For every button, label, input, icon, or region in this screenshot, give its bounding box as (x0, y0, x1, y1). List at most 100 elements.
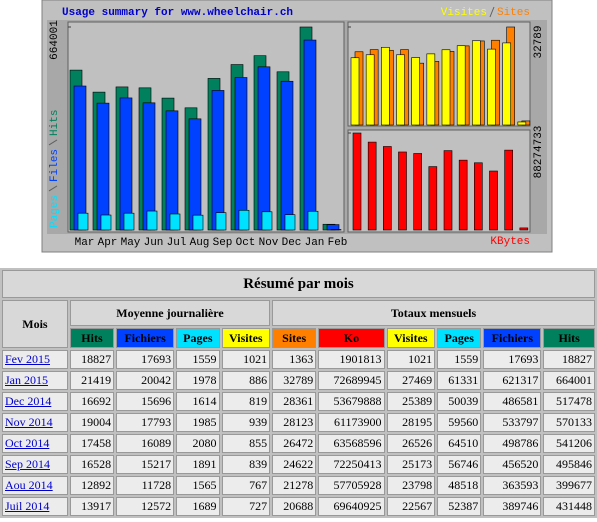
value-cell: 53679888 (318, 392, 385, 411)
x-tick-label: Feb (328, 237, 348, 249)
value-cell: 57705928 (318, 476, 385, 495)
value-cell: 28123 (272, 413, 317, 432)
value-cell: 456520 (483, 455, 542, 474)
title-row: Résumé par mois (2, 270, 595, 298)
value-cell: 25173 (386, 455, 436, 474)
group-header: Totaux mensuels (272, 300, 595, 326)
value-cell: 18827 (543, 350, 595, 369)
bar (413, 153, 422, 231)
month-cell: Oct 2014 (2, 434, 68, 453)
value-cell: 939 (221, 413, 271, 432)
month-link[interactable]: Oct 2014 (5, 436, 50, 450)
value-cell: 26526 (386, 434, 436, 453)
plot-area (67, 21, 345, 233)
value-cell: 69640925 (318, 497, 385, 516)
bar (146, 210, 158, 231)
bar (169, 213, 181, 231)
bar (261, 211, 273, 231)
bar (119, 97, 133, 231)
bar (441, 49, 451, 126)
bar (367, 141, 377, 231)
x-tick-label: Jun (144, 237, 164, 249)
month-link[interactable]: Juil 2014 (5, 499, 50, 513)
value-cell: 13917 (69, 497, 115, 516)
bar (396, 54, 405, 126)
x-tick-label: Aug (190, 237, 210, 249)
bar (381, 46, 390, 126)
value-cell: 486581 (483, 392, 542, 411)
value-cell: 61331 (437, 371, 482, 390)
bar (352, 132, 362, 231)
month-link[interactable]: Nov 2014 (5, 415, 53, 429)
value-cell: 72250413 (318, 455, 385, 474)
month-cell: Aou 2014 (2, 476, 68, 495)
value-cell: 621317 (483, 371, 542, 390)
value-cell: 12572 (116, 497, 175, 516)
bar (456, 45, 466, 126)
legend-entry: Sites (497, 7, 530, 19)
chart-title: Usage summary for www.wheelchair.ch (62, 7, 293, 19)
value-cell: 59560 (437, 413, 482, 432)
value-cell: 15217 (116, 455, 175, 474)
legend-entry: Files (49, 149, 61, 182)
month-link[interactable]: Sep 2014 (5, 457, 50, 471)
month-link[interactable]: Jan 2015 (5, 373, 48, 387)
bar (517, 121, 527, 126)
value-cell: 18827 (69, 350, 115, 369)
mois-header: Mois (2, 300, 68, 348)
bar (238, 209, 250, 231)
bar (165, 110, 179, 231)
value-cell: 498786 (483, 434, 542, 453)
group-row: Mois Moyenne journalière Totaux mensuels (2, 300, 595, 348)
value-cell: 1978 (176, 371, 220, 390)
bar (489, 170, 498, 231)
bar (443, 150, 453, 231)
data-row: Aou 2014 12892 11728 1565 767 21278 57705928 23… (2, 476, 595, 495)
bar (192, 214, 204, 231)
x-tick-label: Sep (213, 237, 233, 249)
value-cell: 727 (221, 497, 271, 516)
value-cell: 839 (221, 455, 271, 474)
legend-entry: Pages (49, 195, 61, 228)
x-tick-label: Apr (98, 237, 118, 249)
value-cell: 11728 (116, 476, 175, 495)
month-link[interactable]: Aou 2014 (5, 478, 53, 492)
month-link[interactable]: Dec 2014 (5, 394, 52, 408)
value-cell: 17693 (116, 350, 175, 369)
value-cell: 63568596 (318, 434, 385, 453)
column-header: Hits (69, 328, 115, 348)
legend-entry: Visites (441, 7, 487, 19)
value-cell: 16692 (69, 392, 115, 411)
value-cell: 1021 (386, 350, 436, 369)
value-cell: 56746 (437, 455, 482, 474)
month-cell: Fev 2015 (2, 350, 68, 369)
value-cell: 533797 (483, 413, 542, 432)
column-header: Sites (272, 328, 317, 348)
value-cell: 1565 (176, 476, 220, 495)
value-cell: 517478 (543, 392, 595, 411)
month-cell: Dec 2014 (2, 392, 68, 411)
month-link[interactable]: Fev 2015 (5, 352, 50, 366)
value-cell: 855 (221, 434, 271, 453)
bar (123, 212, 135, 231)
value-cell: 1614 (176, 392, 220, 411)
value-cell: 64510 (437, 434, 482, 453)
bar (398, 151, 407, 231)
bar (77, 212, 89, 231)
legend-separator (489, 6, 495, 18)
bar (234, 77, 248, 231)
value-cell: 61173900 (318, 413, 385, 432)
value-cell: 52387 (437, 497, 482, 516)
bar (504, 149, 513, 231)
bar (280, 80, 294, 231)
month-cell: Jan 2015 (2, 371, 68, 390)
value-cell: 12892 (69, 476, 115, 495)
legend-entry: Hits (49, 110, 61, 136)
data-row: Jan 2015 21419 20042 1978 886 32789 72689945 27… (2, 371, 595, 390)
month-cell: Juil 2014 (2, 497, 68, 516)
value-cell: 664001 (543, 371, 595, 390)
value-cell: 17458 (69, 434, 115, 453)
bar (383, 146, 392, 231)
value-cell: 26472 (272, 434, 317, 453)
value-cell: 1021 (221, 350, 271, 369)
